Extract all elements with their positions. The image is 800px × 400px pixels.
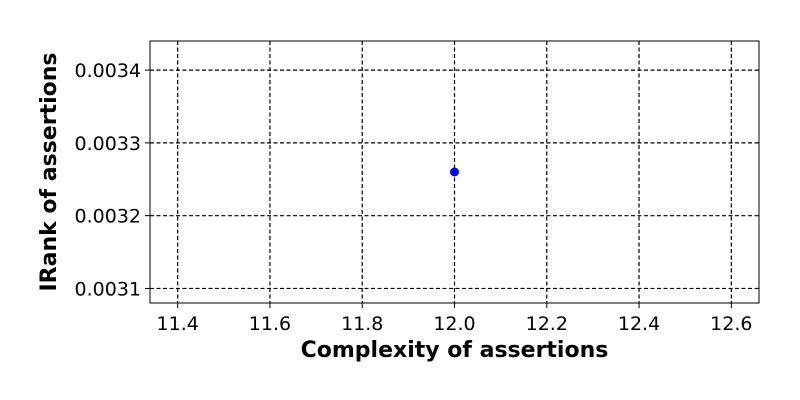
plot-area-frame bbox=[149, 40, 760, 304]
x-axis-title: Complexity of assertions bbox=[301, 338, 609, 363]
x-tick-label: 12.0 bbox=[433, 313, 475, 335]
y-tick-label: 0.0031 bbox=[75, 278, 141, 300]
x-tick-label: 11.8 bbox=[341, 313, 383, 335]
y-tick-label: 0.0032 bbox=[75, 206, 141, 228]
x-tick-label: 12.6 bbox=[710, 313, 752, 335]
y-tick-label: 0.0033 bbox=[75, 133, 141, 155]
data-point bbox=[450, 167, 459, 177]
y-axis-title: IRank of assertions bbox=[37, 52, 62, 291]
x-tick-label: 12.2 bbox=[526, 313, 568, 335]
x-tick-label: 12.4 bbox=[618, 313, 660, 335]
x-tick-label: 11.6 bbox=[249, 313, 291, 335]
x-tick-label: 11.4 bbox=[157, 313, 199, 335]
y-tick-label: 0.0034 bbox=[75, 60, 141, 82]
axis-ticks: 11.4 11.6 11.8 12.0 12.2 12.4 12.6 0.0031 0.0032… bbox=[75, 60, 753, 335]
data-points bbox=[450, 167, 459, 177]
